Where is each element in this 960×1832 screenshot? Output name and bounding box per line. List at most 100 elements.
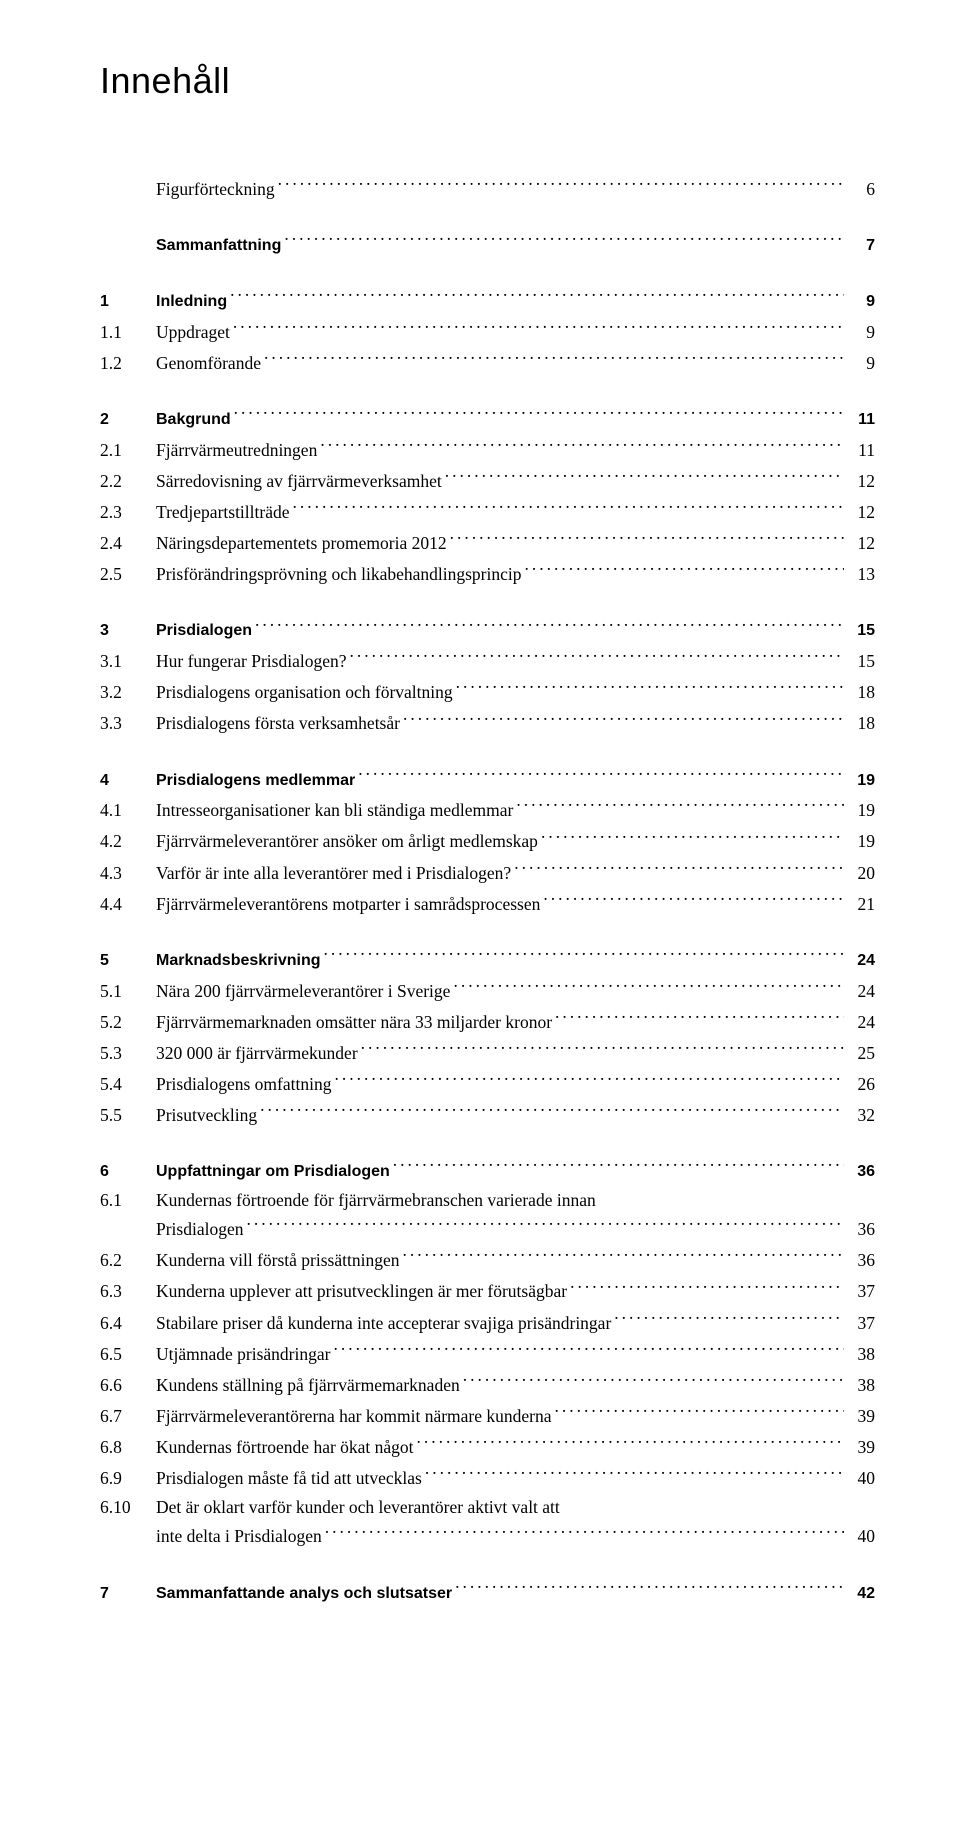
toc-gap xyxy=(100,150,875,172)
toc-label: Kundernas förtroende har ökat något xyxy=(156,1434,414,1461)
toc-number: 4 xyxy=(100,769,156,794)
toc-page: 24 xyxy=(847,949,875,974)
toc-label: Fjärrvärmeleverantörerna har kommit närm… xyxy=(156,1403,552,1430)
toc-leader xyxy=(525,559,845,580)
document-page: Innehåll Figurförteckning6Sammanfattning… xyxy=(0,0,960,1658)
toc-entry: 6.3Kunderna upplever att prisutvecklinge… xyxy=(100,1276,875,1305)
toc-label: Prisutveckling xyxy=(156,1102,257,1129)
toc-page: 6 xyxy=(847,176,875,203)
toc-entry: 4.3Varför är inte alla leverantörer med … xyxy=(100,858,875,887)
toc-page: 11 xyxy=(847,408,875,433)
toc-number: 6.7 xyxy=(100,1403,156,1430)
toc-page: 12 xyxy=(847,530,875,557)
toc-number: 7 xyxy=(100,1582,156,1607)
toc-page: 38 xyxy=(847,1372,875,1399)
toc-number: 3.2 xyxy=(100,679,156,706)
toc-gap xyxy=(100,261,875,283)
toc-entry: 6.6Kundens ställning på fjärrvärmemarkna… xyxy=(100,1370,875,1399)
toc-leader xyxy=(393,1155,844,1176)
toc-number: 5.4 xyxy=(100,1071,156,1098)
toc-leader xyxy=(255,614,844,635)
toc-page: 12 xyxy=(847,468,875,495)
toc-page: 39 xyxy=(847,1434,875,1461)
toc-gap xyxy=(100,379,875,401)
toc-leader xyxy=(555,1007,844,1028)
toc-leader xyxy=(516,795,844,816)
toc-leader xyxy=(320,435,844,456)
toc-label: Prisdialogen xyxy=(156,1216,244,1243)
toc-gap xyxy=(100,590,875,612)
toc-label: Figurförteckning xyxy=(156,176,275,203)
toc-entry: 6.1Kundernas förtroende för fjärrvärmebr… xyxy=(100,1187,875,1243)
toc-label: Särredovisning av fjärrvärmeverksamhet xyxy=(156,468,442,495)
toc-page: 19 xyxy=(847,797,875,824)
toc-page: 37 xyxy=(847,1278,875,1305)
toc-label: Tredjepartstillträde xyxy=(156,499,290,526)
toc-label: Fjärrvärmemarknaden omsätter nära 33 mil… xyxy=(156,1009,552,1036)
toc-gap xyxy=(100,740,875,762)
toc-label: Prisdialogen xyxy=(156,619,252,644)
toc-page: 19 xyxy=(847,769,875,794)
toc-page: 24 xyxy=(847,1009,875,1036)
toc-number: 6.10 xyxy=(100,1494,156,1521)
toc-label: inte delta i Prisdialogen xyxy=(156,1523,322,1550)
toc-number: 6.4 xyxy=(100,1310,156,1337)
toc-label: Bakgrund xyxy=(156,408,231,433)
toc-label: Nära 200 fjärrvärmeleverantörer i Sverig… xyxy=(156,978,450,1005)
toc-page: 11 xyxy=(847,437,875,464)
toc-label: Genomförande xyxy=(156,350,261,377)
toc-leader xyxy=(230,285,844,306)
toc-leader xyxy=(425,1463,844,1484)
toc-leader xyxy=(417,1432,844,1453)
toc-entry: 2.2Särredovisning av fjärrvärmeverksamhe… xyxy=(100,466,875,495)
toc-number: 1 xyxy=(100,290,156,315)
toc-entry: 6.2Kunderna vill förstå prissättningen36 xyxy=(100,1245,875,1274)
toc-label: Uppfattningar om Prisdialogen xyxy=(156,1160,390,1185)
toc-page: 15 xyxy=(847,648,875,675)
toc-label: Utjämnade prisändringar xyxy=(156,1341,330,1368)
toc-number: 6.9 xyxy=(100,1465,156,1492)
toc-entry: 2.1Fjärrvärmeutredningen11 xyxy=(100,435,875,464)
toc-entry: 6.10Det är oklart varför kunder och leve… xyxy=(100,1494,875,1550)
toc-entry: 5.3320 000 är fjärrvärmekunder 25 xyxy=(100,1038,875,1067)
toc-page: 25 xyxy=(847,1040,875,1067)
toc-label: Intresseorganisationer kan bli ständiga … xyxy=(156,797,513,824)
toc-label: Sammanfattning xyxy=(156,234,281,259)
toc-leader xyxy=(293,497,845,518)
toc-number: 1.1 xyxy=(100,319,156,346)
toc-page: 37 xyxy=(847,1310,875,1337)
toc-label: Fjärrvärmeutredningen xyxy=(156,437,317,464)
toc-leader xyxy=(234,403,844,424)
toc-label: Kundens ställning på fjärrvärmemarknaden xyxy=(156,1372,460,1399)
toc-label: Kunderna vill förstå prissättningen xyxy=(156,1247,400,1274)
toc-page: 9 xyxy=(847,350,875,377)
toc-page: 18 xyxy=(847,679,875,706)
toc-leader xyxy=(358,764,844,785)
toc-page: 7 xyxy=(847,234,875,259)
toc-leader xyxy=(284,229,844,250)
toc-leader xyxy=(325,1521,844,1542)
toc-page: 9 xyxy=(847,319,875,346)
toc-label: Fjärrvärmeleverantörer ansöker om årligt… xyxy=(156,828,538,855)
toc-entry: 3Prisdialogen15 xyxy=(100,614,875,644)
toc-label: Prisdialogens medlemmar xyxy=(156,769,355,794)
toc-label: Sammanfattande analys och slutsatser xyxy=(156,1582,452,1607)
toc-leader xyxy=(403,708,844,729)
toc-number: 4.1 xyxy=(100,797,156,824)
toc-entry: 4.1Intresseorganisationer kan bli ständi… xyxy=(100,795,875,824)
toc-leader xyxy=(455,1577,844,1598)
toc-leader xyxy=(324,944,845,965)
toc-number: 5.2 xyxy=(100,1009,156,1036)
toc-leader xyxy=(403,1245,845,1266)
toc-entry: 3.3Prisdialogens första verksamhetsår18 xyxy=(100,708,875,737)
toc-label: Prisdialogens omfattning xyxy=(156,1071,331,1098)
toc-label: 320 000 är fjärrvärmekunder xyxy=(156,1040,358,1067)
toc-number: 6.5 xyxy=(100,1341,156,1368)
toc-page: 24 xyxy=(847,978,875,1005)
toc-number: 5.3 xyxy=(100,1040,156,1067)
toc-entry: 4.4Fjärrvärmeleverantörens motparter i s… xyxy=(100,889,875,918)
toc-entry: 4Prisdialogens medlemmar 19 xyxy=(100,764,875,794)
toc-number: 2.5 xyxy=(100,561,156,588)
toc-entry: 5.2Fjärrvärmemarknaden omsätter nära 33 … xyxy=(100,1007,875,1036)
toc-entry: 2.4Näringsdepartementets promemoria 2012… xyxy=(100,528,875,557)
